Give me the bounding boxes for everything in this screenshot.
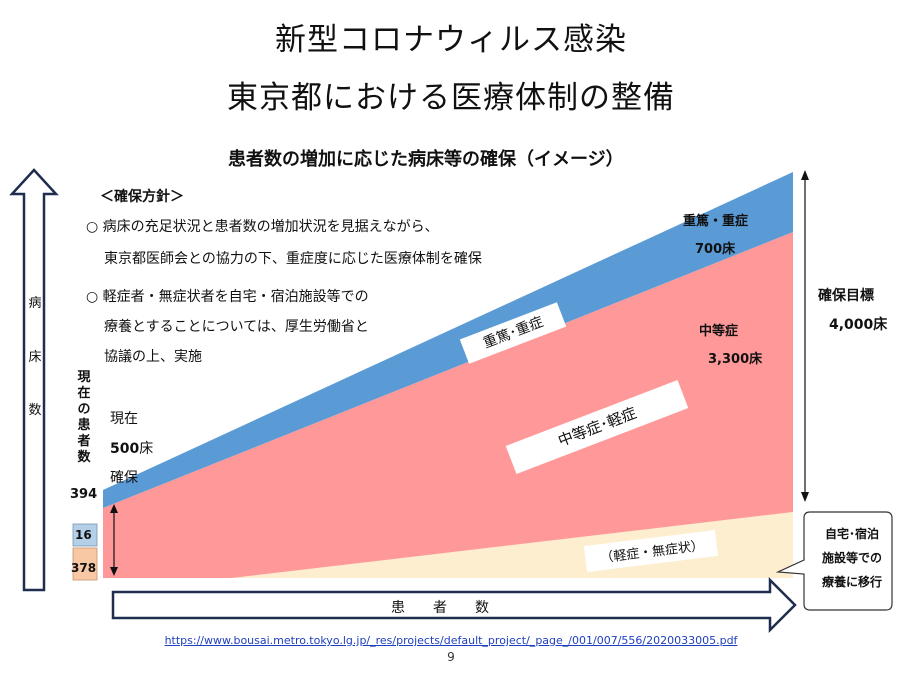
current-patients-char: 患 (77, 418, 91, 433)
total-target-name: 確保目標 (818, 288, 874, 304)
current-patients-char: 現 (77, 370, 91, 385)
x-axis-arrow (111, 576, 797, 634)
current-moderate-box (72, 547, 98, 581)
severe-target-name: 重篤・重症 (683, 214, 749, 229)
y-axis-arrow (9, 168, 59, 592)
severe-band-label-box (459, 302, 567, 364)
x-axis-label: 患 者 数 (391, 600, 489, 616)
callout-bubble (775, 511, 893, 611)
y-axis-label-2: 床 (28, 350, 42, 365)
current-beds-number: 500 (110, 441, 140, 457)
current-beds-unit: 床 (139, 441, 154, 457)
severe-target-beds: 700床 (695, 242, 736, 257)
current-patients-char: の (77, 402, 91, 417)
moderate-band-label-box (505, 380, 689, 474)
current-patients-char: 在 (77, 386, 91, 401)
current-patients-label: 現 在 の 患 者 数 (74, 370, 94, 466)
target-arrowhead-top (801, 170, 809, 180)
current-patients-char: 数 (77, 450, 91, 465)
moderate-target-name: 中等症 (699, 324, 739, 339)
current-arrowhead-bottom (110, 567, 118, 576)
mild-band-label-box (583, 530, 719, 572)
moderate-target-beds: 3,300床 (708, 352, 763, 367)
current-beds-line3: 確保 (110, 470, 138, 486)
total-target-beds: 4,000床 (829, 317, 888, 333)
callout-line2: 施設等での (821, 551, 882, 565)
current-severe-box (72, 523, 98, 547)
current-arrowhead-top (110, 504, 118, 513)
callout-line1: 自宅･宿泊 (824, 527, 879, 541)
current-patients-char: 者 (77, 434, 91, 449)
policy-heading: ＜確保方針＞ (100, 189, 184, 205)
current-patients-moderate: 378 (71, 561, 97, 575)
policy-bullet1-line2: 東京都医師会との協力の下、重症度に応じた医療体制を確保 (104, 251, 482, 267)
title-line2: 東京都における医療体制の整備 (227, 80, 675, 116)
current-beds-line1: 現在 (110, 411, 138, 427)
y-axis-label-3: 数 (28, 403, 42, 418)
diagram-subtitle: 患者数の増加に応じた病床等の確保（イメージ） (228, 149, 624, 170)
policy-bullet2-line3: 協議の上、実施 (104, 349, 202, 365)
band-severe (103, 172, 793, 508)
title-line1: 新型コロナウィルス感染 (275, 22, 627, 58)
current-patients-severe: 16 (75, 528, 92, 542)
current-patients-total: 394 (70, 487, 98, 502)
callout-text: 自宅･宿泊 施設等での 療養に移行 (814, 522, 890, 594)
source-link[interactable]: https://www.bousai.metro.tokyo.lg.jp/_re… (164, 634, 738, 647)
policy-bullet2-line2: 療養とすることについては、厚生労働省と (104, 319, 369, 335)
policy-bullet1-line1: ○ 病床の充足状況と患者数の増加状況を見据えながら、 (86, 219, 439, 235)
callout-line3: 療養に移行 (821, 575, 882, 589)
y-axis-label-1: 病 (28, 296, 42, 311)
policy-bullet2-line1: ○ 軽症者・無症状者を自宅・宿泊施設等での (86, 289, 369, 305)
current-beds-line2: 500床 (110, 438, 153, 458)
page-number: 9 (447, 650, 455, 664)
target-arrowhead-bottom (801, 492, 809, 502)
band-moderate (103, 232, 793, 578)
